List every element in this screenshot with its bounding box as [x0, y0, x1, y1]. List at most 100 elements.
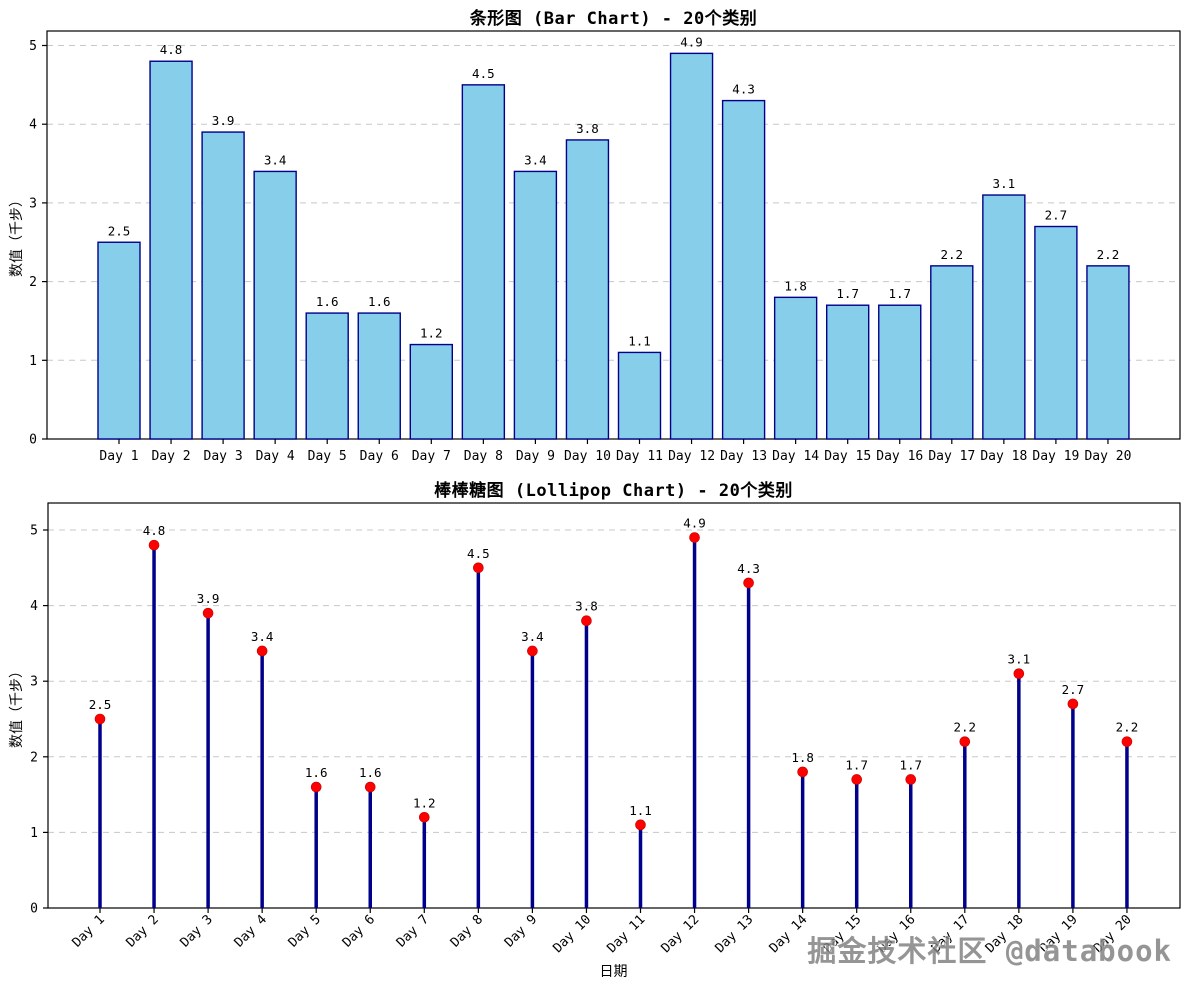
lollipop-chart-x-tick-label: Day 7: [394, 912, 432, 950]
lollipop-value-label: 1.6: [305, 765, 328, 780]
lollipop-value-label: 2.5: [89, 697, 112, 712]
bar: [253, 170, 297, 440]
bar-value-label: 4.5: [472, 66, 495, 81]
lollipop-marker: [905, 774, 917, 785]
lollipop-chart-y-tick-label: 5: [30, 524, 38, 539]
bar-value-label: 1.2: [420, 326, 443, 341]
bar-chart-y-tick-label: 2: [29, 275, 37, 290]
lollipop-chart-x-tick-label: Day 5: [286, 912, 324, 950]
bar-chart-x-tick-label: Day 9: [516, 449, 555, 464]
lollipop-chart-x-tick-label: Day 12: [659, 912, 703, 956]
lollipop-chart-x-tick-label: Day 2: [124, 912, 162, 950]
bar-chart-x-tick-label: Day 6: [360, 449, 399, 464]
bar-chart-plot-border: [46, 30, 1181, 440]
lollipop-chart-y-tick-label: 4: [30, 599, 38, 614]
bar-value-label: 1.1: [628, 333, 651, 348]
lollipop-chart-x-tick-label: Day 1: [70, 912, 108, 950]
bar-chart-x-tick-label: Day 18: [980, 449, 1027, 464]
bar-chart-y-tick-label: 3: [29, 196, 37, 211]
lollipop-value-label: 4.5: [467, 546, 490, 561]
bar: [357, 312, 401, 440]
bar-chart-x-tick-label: Day 1: [99, 449, 138, 464]
bar-chart-y-tick-label: 0: [29, 433, 37, 448]
watermark-text: 掘金技术社区 @databook: [807, 934, 1172, 968]
bar-chart-x-tick-label: Day 19: [1032, 449, 1079, 464]
lollipop-chart-x-tick-label: Day 6: [340, 912, 378, 950]
bar-value-label: 3.1: [993, 176, 1016, 191]
lollipop-marker: [418, 811, 430, 823]
lollipop-value-label: 3.4: [251, 629, 274, 644]
lollipop-chart-x-axis-label: 日期: [599, 964, 628, 980]
lollipop-value-label: 1.1: [629, 803, 652, 818]
bar-chart-x-tick-label: Day 14: [772, 449, 819, 464]
bar: [878, 304, 922, 440]
lollipop-chart-x-tick-label: Day 8: [448, 912, 486, 950]
bar-chart-title: 条形图 (Bar Chart) - 20个类别: [469, 9, 758, 29]
bar-chart-x-tick-label: Day 4: [256, 449, 295, 464]
bar-value-label: 3.8: [576, 121, 599, 136]
lollipop-chart-y-tick-label: 3: [30, 675, 38, 690]
bar: [1034, 225, 1078, 440]
bar-value-label: 4.8: [160, 42, 183, 57]
lollipop-marker: [473, 562, 484, 574]
lollipop-chart-x-tick-label: Day 11: [605, 912, 649, 956]
bar-value-label: 2.2: [941, 247, 964, 262]
bar-value-label: 1.7: [836, 286, 859, 301]
lollipop-marker: [202, 607, 214, 619]
bar-chart-x-tick-label: Day 5: [308, 449, 347, 464]
lollipop-chart-x-tick-label: Day 14: [767, 912, 811, 956]
lollipop-chart-x-tick-label: Day 3: [178, 912, 216, 950]
bar-chart-x-tick-label: Day 2: [151, 449, 190, 464]
lollipop-marker: [1121, 736, 1133, 747]
bar-value-label: 1.7: [888, 286, 911, 301]
bar-value-label: 2.5: [108, 223, 131, 238]
lollipop-value-label: 1.8: [791, 750, 814, 765]
bar-chart-x-tick-label: Day 20: [1084, 449, 1131, 464]
bar-chart-x-tick-label: Day 10: [564, 449, 611, 464]
bar: [669, 52, 714, 440]
lollipop-value-label: 3.1: [1008, 652, 1031, 667]
bar-chart-y-axis-label: 数值（千步）: [9, 193, 25, 277]
lollipop-marker: [256, 645, 268, 657]
lollipop-marker: [959, 736, 971, 747]
lollipop-value-label: 3.4: [521, 629, 544, 644]
bar: [721, 99, 766, 440]
bar: [930, 265, 974, 440]
lollipop-marker: [148, 539, 160, 551]
lollipop-value-label: 2.7: [1062, 682, 1085, 697]
lollipop-value-label: 4.8: [143, 523, 166, 538]
lollipop-marker: [635, 819, 646, 831]
lollipop-marker: [1067, 698, 1079, 710]
bar-chart-x-tick-label: Day 12: [668, 449, 715, 464]
bar-chart-y-tick-label: 5: [29, 39, 37, 54]
lollipop-value-label: 1.6: [359, 765, 382, 780]
bar-value-label: 1.8: [784, 278, 807, 293]
lollipop-value-label: 1.7: [845, 757, 868, 772]
bar: [409, 343, 453, 440]
lollipop-marker: [310, 781, 322, 793]
bar-value-label: 4.9: [680, 34, 703, 49]
lollipop-marker: [581, 615, 592, 627]
bar: [826, 304, 870, 440]
lollipop-marker: [743, 577, 754, 589]
lollipop-marker: [1013, 668, 1025, 679]
lollipop-value-label: 3.8: [575, 599, 598, 614]
bar: [97, 241, 141, 440]
lollipop-chart-x-tick-label: Day 10: [550, 912, 594, 956]
bar-value-label: 3.9: [212, 113, 235, 128]
bar: [513, 170, 558, 440]
lollipop-value-label: 2.2: [954, 720, 977, 735]
bar-value-label: 1.6: [368, 294, 391, 309]
bar-chart-x-tick-label: Day 8: [464, 449, 503, 464]
bar: [617, 351, 662, 440]
bar-value-label: 3.4: [524, 152, 547, 167]
lollipop-chart-y-tick-label: 1: [30, 826, 38, 841]
bar-value-label: 1.6: [316, 294, 339, 309]
bar-value-label: 4.3: [732, 82, 755, 97]
bar: [773, 296, 818, 440]
lollipop-value-label: 3.9: [197, 591, 220, 606]
lollipop-chart-x-tick-label: Day 4: [232, 912, 270, 950]
bar: [982, 194, 1026, 440]
lollipop-value-label: 4.3: [737, 561, 760, 576]
